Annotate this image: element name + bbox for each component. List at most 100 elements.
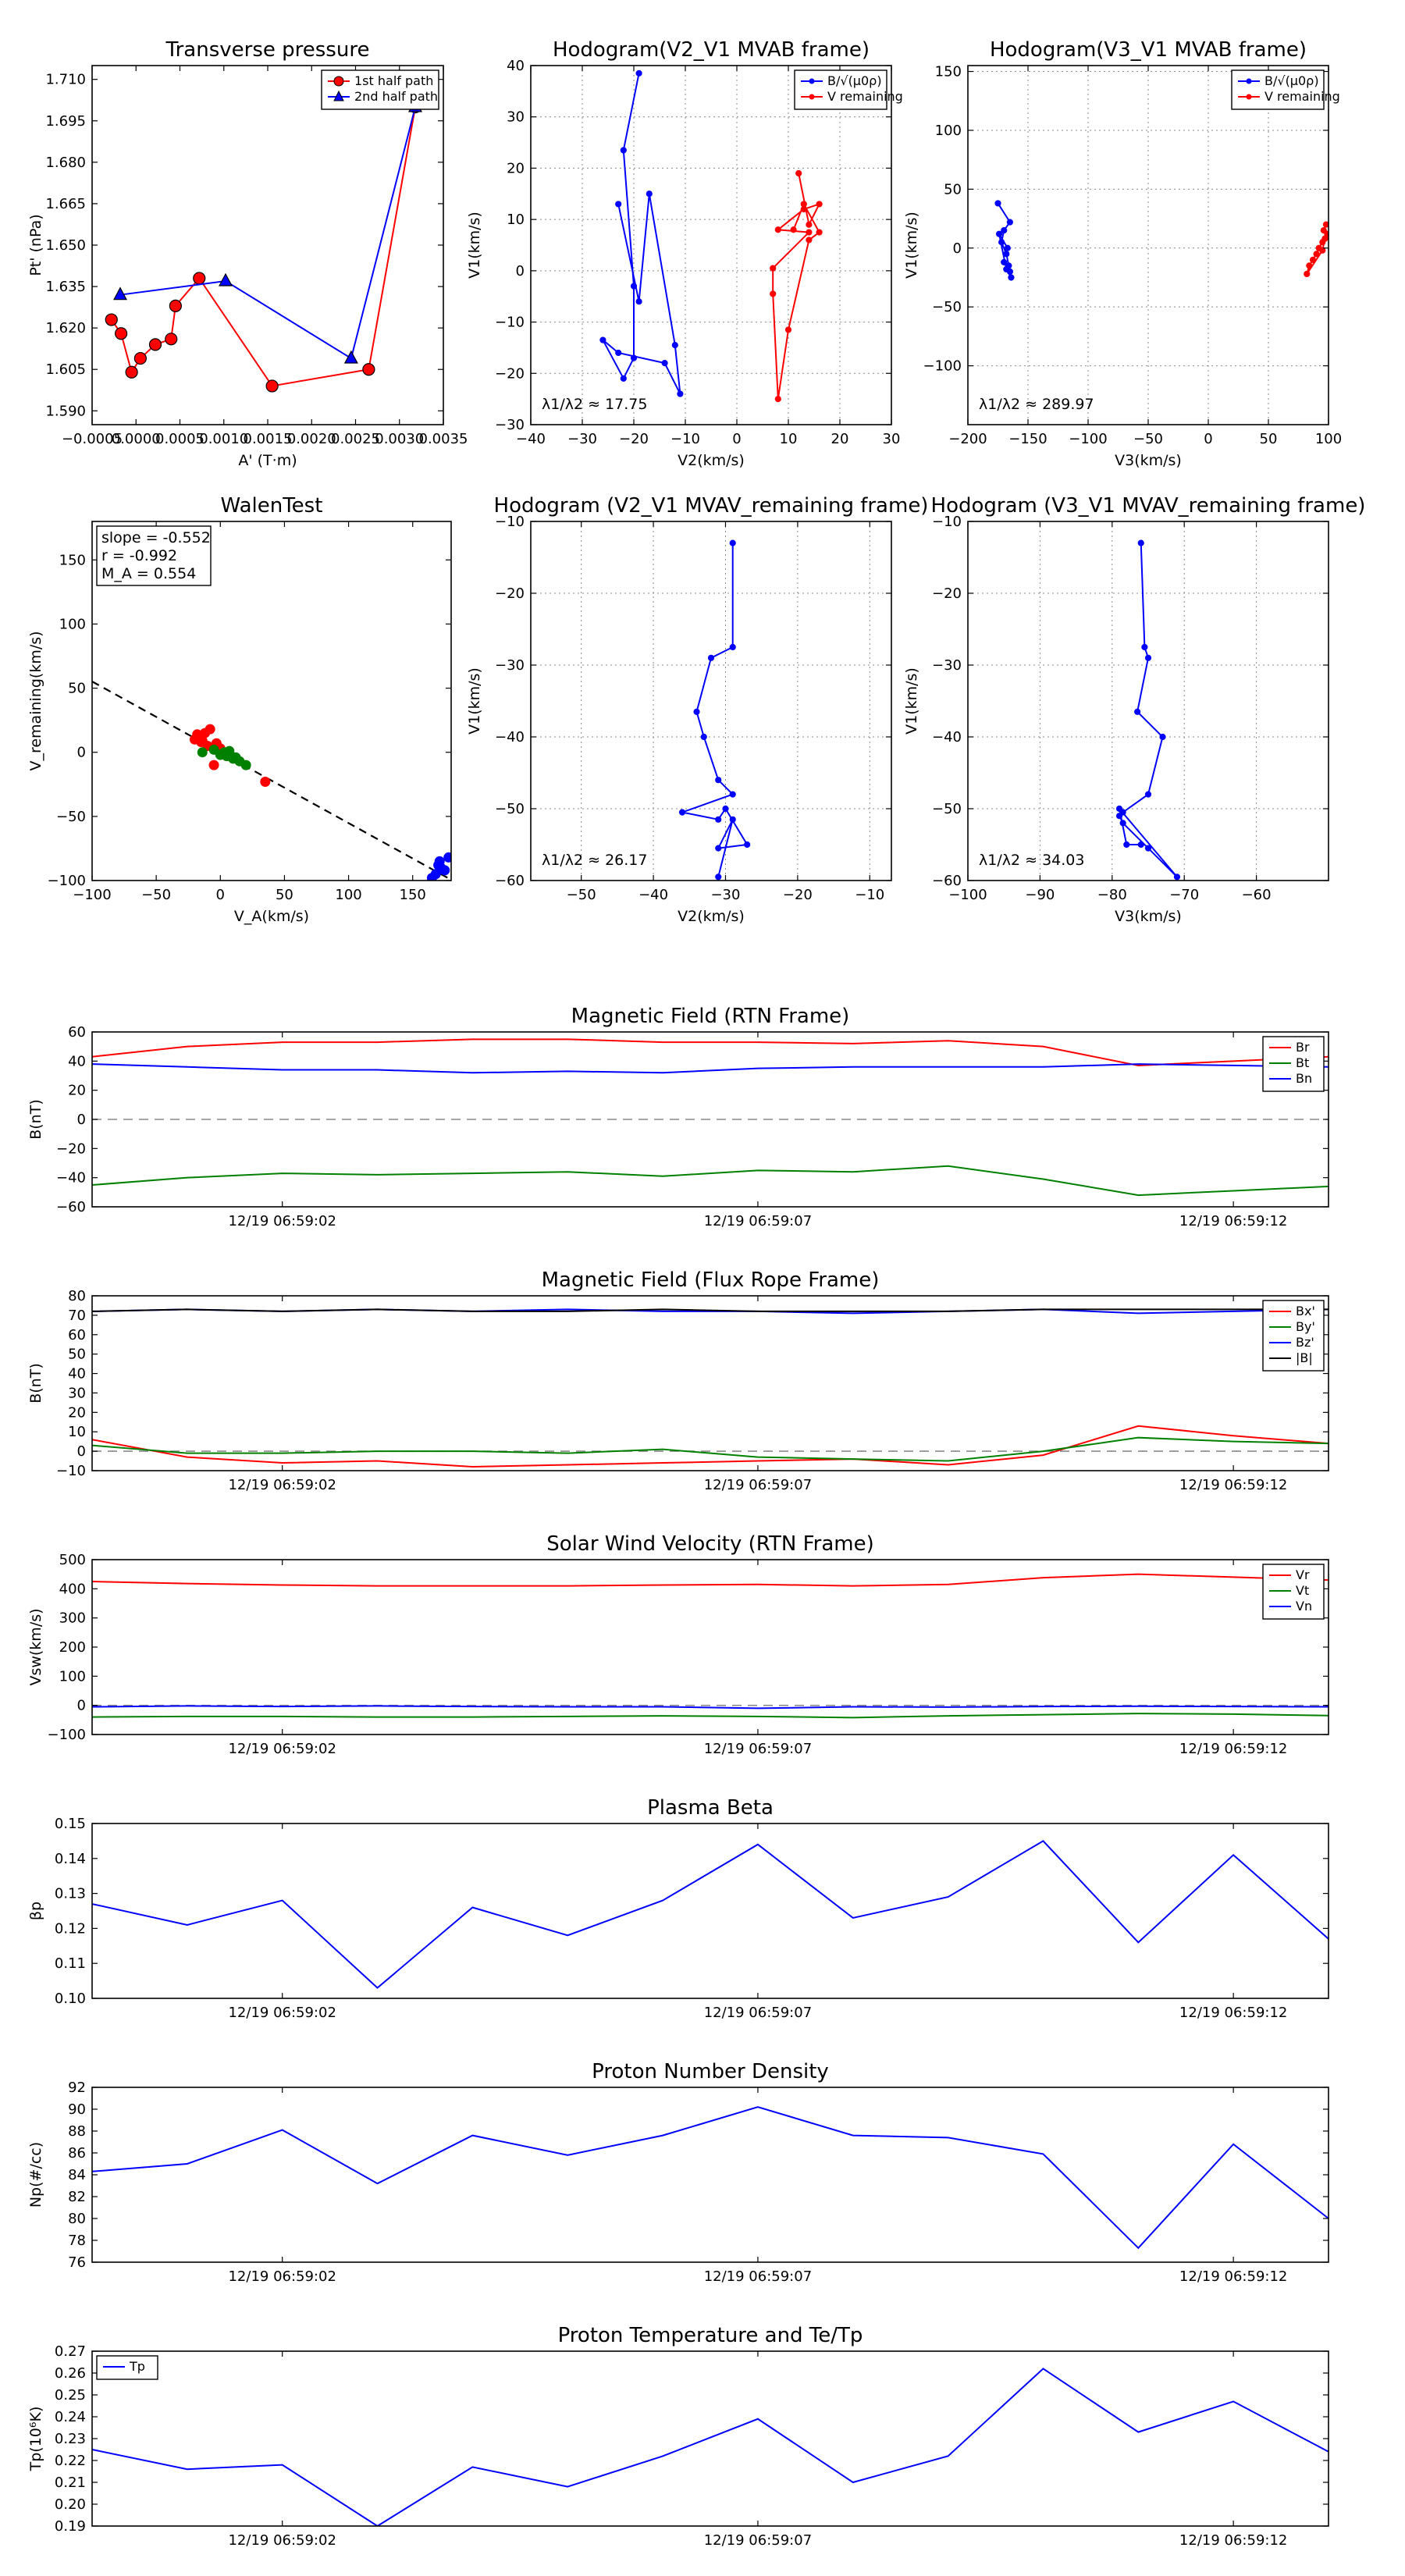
x-tick-label: 12/19 06:59:02 xyxy=(228,2532,336,2549)
legend-marker xyxy=(333,90,344,101)
x-tick-label: 12/19 06:59:07 xyxy=(704,1213,812,1229)
data-point xyxy=(1006,219,1014,226)
x-tick-label: −60 xyxy=(1242,887,1272,903)
legend-marker xyxy=(1246,94,1252,100)
data-point xyxy=(729,643,736,651)
x-tick-label: −30 xyxy=(710,887,740,903)
y-tick-label: 0.12 xyxy=(55,1920,86,1937)
legend-label: Vn xyxy=(1296,1599,1312,1614)
data-point xyxy=(165,333,178,346)
legend-label: Vr xyxy=(1296,1567,1310,1582)
data-point xyxy=(729,539,736,546)
data-point xyxy=(1309,256,1317,263)
y-tick-label: −100 xyxy=(923,358,962,375)
data-point xyxy=(426,873,437,881)
chart-walen: WalenTest −100 −50 0 50 100 150 −100 −50 0 50 100 15… xyxy=(27,494,452,925)
x-tick-label: 20 xyxy=(831,431,849,447)
y-tick-label: −60 xyxy=(495,873,525,889)
legend-label: Vt xyxy=(1296,1583,1309,1598)
data-point xyxy=(1144,845,1152,852)
series-line-2nd-half-path xyxy=(119,106,416,360)
slope-label: slope = -0.552 xyxy=(101,529,211,546)
y-tick-label: 300 xyxy=(59,1610,86,1627)
y-tick-label: 88 xyxy=(68,2123,86,2140)
y-tick-label: 0 xyxy=(953,240,962,257)
chart-h4: Hodogram (V3_V1 MVAV_remaining frame)−10… xyxy=(903,494,1365,925)
legend-marker xyxy=(809,94,815,100)
x-axis-label: A' (T·m) xyxy=(238,452,297,469)
data-point xyxy=(1115,813,1123,820)
data-point xyxy=(795,169,802,177)
axes-frame xyxy=(91,1295,1329,1471)
chart-h2: Hodogram(V3_V1 MVAB frame) −200 −150 −100 −5… xyxy=(903,38,1342,469)
legend-label: By' xyxy=(1296,1319,1315,1334)
y-tick-label: 80 xyxy=(68,2211,86,2227)
data-point xyxy=(1001,258,1008,265)
data-point xyxy=(816,229,823,236)
x-tick-label: −20 xyxy=(783,887,813,903)
y-tick-label: 20 xyxy=(68,1404,86,1421)
x-tick-label: −80 xyxy=(1097,887,1127,903)
chart-title: Hodogram(V2_V1 MVAB frame) xyxy=(553,38,870,62)
data-point xyxy=(806,237,813,244)
data-point xyxy=(260,777,271,787)
y-tick-label: 0 xyxy=(516,263,525,279)
x-axis-label: V2(km/s) xyxy=(678,452,745,469)
y-tick-label: −10 xyxy=(495,315,525,331)
data-point xyxy=(800,201,807,208)
legend-label: Bx' xyxy=(1296,1304,1315,1318)
x-tick-label: −0.0005 xyxy=(62,431,123,447)
y-tick-label: 20 xyxy=(68,1083,86,1099)
series-line-vr xyxy=(92,1573,1329,1587)
series-line-br xyxy=(92,1038,1329,1066)
data-point xyxy=(208,760,219,770)
y-tick-label: −60 xyxy=(56,1199,86,1215)
plot-area xyxy=(92,1840,1329,1989)
y-tick-label: 400 xyxy=(59,1581,86,1597)
x-axis-label: V_A(km/s) xyxy=(234,908,309,925)
data-point xyxy=(197,735,208,746)
data-point xyxy=(661,360,668,367)
data-point xyxy=(1123,841,1130,849)
data-point xyxy=(715,845,722,852)
y-tick-label: 1.620 xyxy=(45,320,86,336)
chart-title: Magnetic Field (Flux Rope Frame) xyxy=(542,1268,880,1292)
legend: Tp xyxy=(96,2355,158,2380)
x-tick-label: −100 xyxy=(73,887,111,903)
y-axis-label: V1(km/s) xyxy=(903,667,920,735)
series-line-by- xyxy=(92,1436,1329,1462)
axes-frame xyxy=(91,1823,1329,1999)
data-point xyxy=(439,865,450,876)
y-tick-label: −20 xyxy=(495,365,525,382)
y-tick-label: 0.26 xyxy=(55,2365,86,2382)
chart-title: Magnetic Field (RTN Frame) xyxy=(571,1005,850,1028)
data-point xyxy=(133,351,147,365)
y-tick-label: −30 xyxy=(932,657,962,674)
y-axis-label: B(nT) xyxy=(27,1099,44,1140)
axes-frame xyxy=(91,521,452,881)
x-tick-label: 0.0015 xyxy=(244,431,293,447)
y-tick-label: 200 xyxy=(59,1639,86,1656)
y-tick-label: 1.650 xyxy=(45,237,86,254)
legend-label: Bz' xyxy=(1296,1335,1314,1350)
series-line-beta xyxy=(92,1840,1329,1989)
legend-box xyxy=(794,69,887,110)
y-tick-label: −50 xyxy=(495,801,525,817)
y-tick-label: 0.23 xyxy=(55,2431,86,2447)
y-tick-label: 0.27 xyxy=(55,2343,86,2360)
y-tick-label: 50 xyxy=(944,181,962,197)
data-point xyxy=(671,342,678,349)
x-tick-label: 50 xyxy=(1260,431,1278,447)
x-tick-label: 12/19 06:59:12 xyxy=(1179,2268,1287,2285)
stats-box xyxy=(96,525,212,586)
y-tick-label: 82 xyxy=(68,2189,86,2205)
y-tick-label: 0.21 xyxy=(55,2475,86,2491)
y-tick-label: −10 xyxy=(495,514,525,530)
data-point xyxy=(1173,873,1181,881)
axes-frame xyxy=(530,521,892,881)
legend-label: B/√(μ0ρ) xyxy=(1264,73,1319,88)
x-tick-label: −50 xyxy=(141,887,171,903)
data-point xyxy=(1115,805,1123,813)
eigenvalue-ratio-annotation: λ1/λ2 ≈ 17.75 xyxy=(542,396,647,413)
series-line-v-remaining xyxy=(772,173,821,400)
